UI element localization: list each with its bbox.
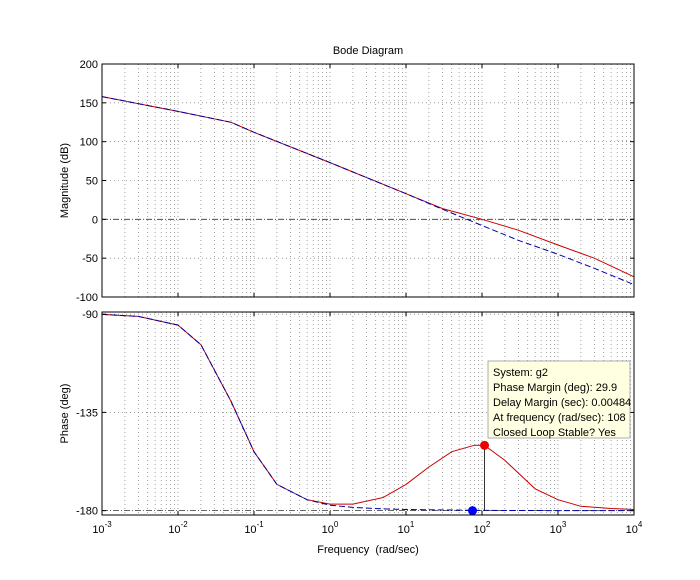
datatip-line: Closed Loop Stable? Yes bbox=[493, 427, 616, 439]
x-tick-label: 10-3 bbox=[92, 520, 112, 536]
y-tick-label: -90 bbox=[82, 309, 98, 321]
y-tick-label: 50 bbox=[86, 176, 98, 188]
x-tick-label: 103 bbox=[550, 520, 567, 536]
x-tick-label: 101 bbox=[398, 520, 415, 536]
axes-frame bbox=[101, 311, 635, 516]
datatip-line: At frequency (rad/sec): 108 bbox=[493, 412, 626, 424]
x-tick-label: 10-1 bbox=[244, 520, 264, 536]
y-tick-label: -180 bbox=[76, 506, 98, 518]
x-axis-label: Frequency (rad/sec) bbox=[317, 544, 418, 556]
datatip[interactable]: System: g2 Phase Margin (deg): 29.9 Delay … bbox=[487, 360, 631, 439]
y-tick-label: -50 bbox=[82, 253, 98, 265]
datatip-line: Delay Margin (sec): 0.00484 bbox=[493, 397, 631, 409]
y-grid bbox=[102, 313, 634, 413]
x-tick-label: 104 bbox=[626, 520, 643, 536]
y-axis-label: Magnitude (dB) bbox=[59, 143, 71, 218]
plot-panel-1: -90 -135 -180 Phase (deg) 10-3 10-2 10-1 100 101… bbox=[59, 309, 643, 556]
y-axis-label: Phase (deg) bbox=[59, 384, 71, 444]
x-tick-label: 100 bbox=[322, 520, 339, 536]
plot-panel-0: -100 -50 0 50 100 150 200 Magnitude (dB) Bode Di… bbox=[59, 45, 635, 304]
datatip-line: Phase Margin (deg): 29.9 bbox=[493, 382, 617, 394]
series-line-1 bbox=[101, 313, 634, 512]
y-grid bbox=[102, 102, 634, 259]
y-tick-label: 200 bbox=[80, 59, 98, 71]
y-tick-label: 150 bbox=[80, 98, 98, 110]
y-tick-label: 0 bbox=[92, 214, 98, 226]
y-tick-label: -100 bbox=[76, 292, 98, 304]
x-tick-label: 10-2 bbox=[168, 520, 188, 536]
datatip-line: System: g2 bbox=[493, 367, 548, 379]
crossover-marker[interactable] bbox=[468, 506, 478, 516]
series-line-1 bbox=[101, 96, 635, 286]
datatip-box bbox=[487, 360, 631, 439]
x-tick-label: 102 bbox=[474, 520, 491, 536]
phase-margin-marker[interactable] bbox=[480, 440, 490, 450]
y-tick-label: -135 bbox=[76, 407, 98, 419]
chart-title: Bode Diagram bbox=[333, 45, 403, 57]
y-tick-label: 100 bbox=[80, 137, 98, 149]
